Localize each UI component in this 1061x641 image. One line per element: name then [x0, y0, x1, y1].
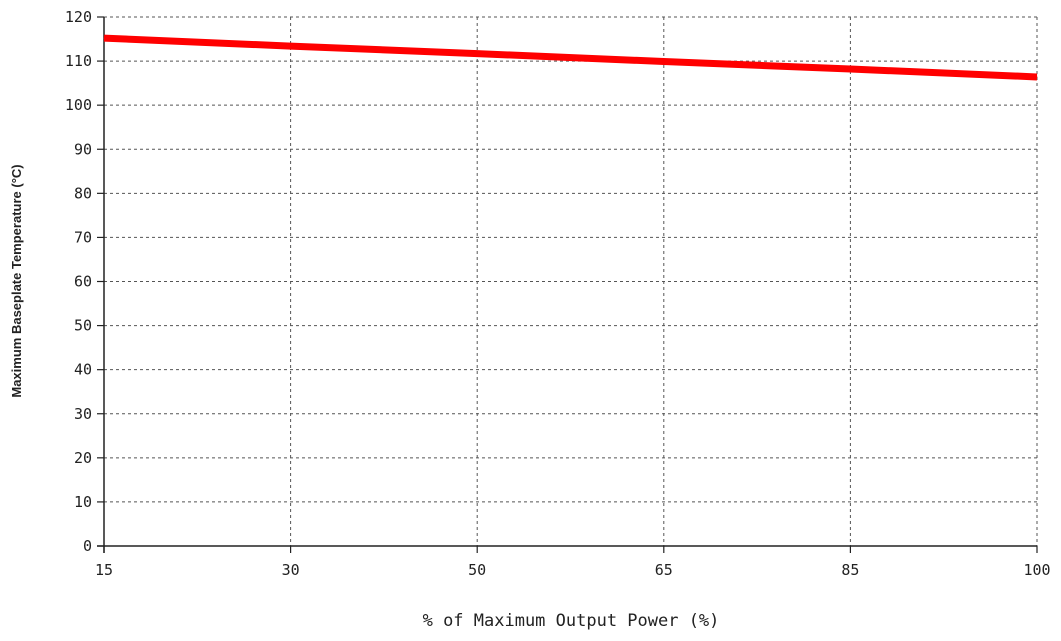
data-point [476, 53, 478, 55]
series-layer [103, 34, 1038, 81]
y-tick-label: 100 [65, 96, 92, 114]
x-tick-label: 15 [95, 561, 113, 579]
y-tick-label: 0 [83, 537, 92, 555]
y-tick-label: 20 [74, 449, 92, 467]
axes-layer [97, 17, 1037, 553]
y-tick-label: 60 [74, 273, 92, 291]
y-tick-label: 120 [65, 8, 92, 26]
y-tick-label: 90 [74, 140, 92, 158]
y-tick-label: 110 [65, 52, 92, 70]
x-tick-label: 65 [655, 561, 673, 579]
data-point [663, 61, 665, 63]
grid-layer [104, 16, 1038, 546]
y-tick-label: 30 [74, 405, 92, 423]
y-tick-label: 50 [74, 317, 92, 335]
y-tick-label: 80 [74, 184, 92, 202]
y-axis-label: Maximum Baseplate Temperature (°C) [9, 164, 24, 397]
x-tick-label: 85 [841, 561, 859, 579]
x-tick-label: 50 [468, 561, 486, 579]
y-tick-label: 70 [74, 228, 92, 246]
x-tick-label: 30 [282, 561, 300, 579]
data-point [1036, 76, 1038, 78]
series-line [103, 34, 1038, 81]
y-tick-label: 40 [74, 361, 92, 379]
data-point [849, 68, 851, 70]
ticks-layer: 0 10 20 30 40 50 60 70 80 90 100 110 120 15 30 50 65 85 10… [65, 8, 1051, 579]
x-axis-label: % of Maximum Output Power (%) [423, 611, 720, 631]
data-point [290, 45, 292, 47]
data-point [103, 37, 105, 39]
x-tick-label: 100 [1023, 561, 1050, 579]
y-tick-label: 10 [74, 493, 92, 511]
